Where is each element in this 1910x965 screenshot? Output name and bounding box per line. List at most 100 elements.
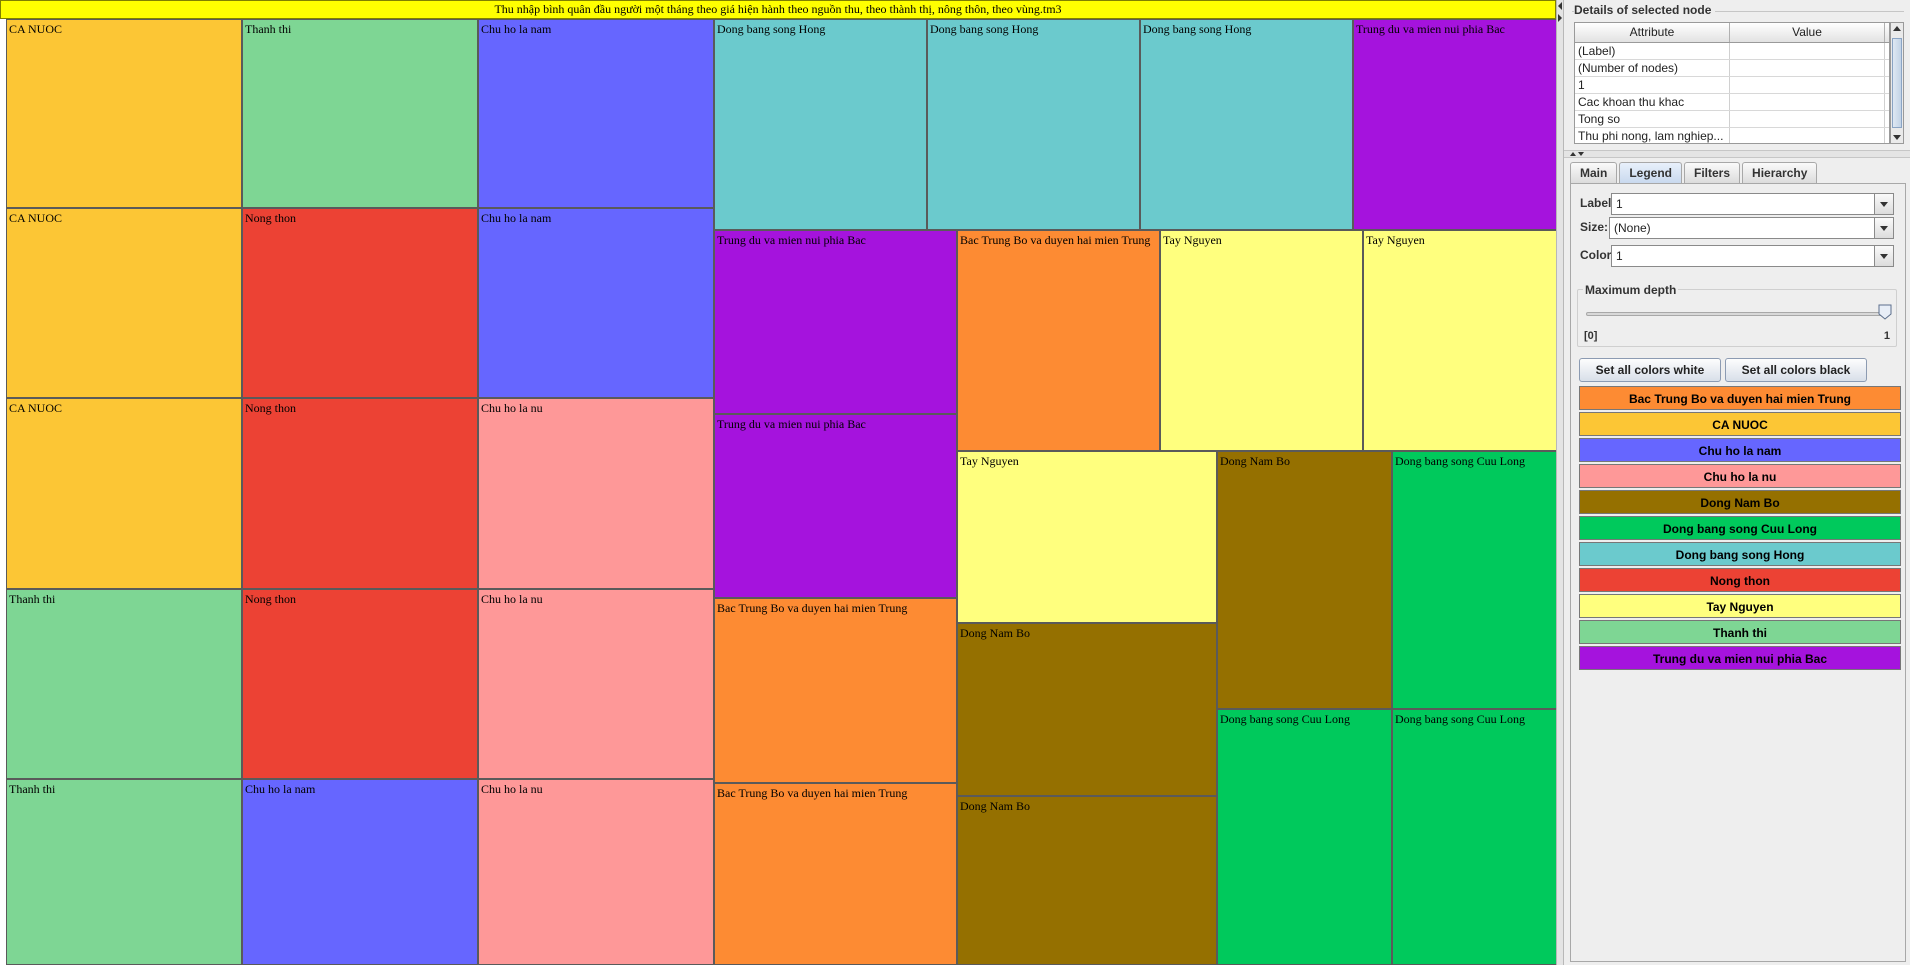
column-header-value[interactable]: Value (1730, 23, 1885, 42)
table-row[interactable]: Thu phi nong, lam nghiep... (1575, 128, 1889, 143)
treemap-cell-label: Tay Nguyen (1163, 233, 1222, 247)
max-depth-slider-track[interactable] (1586, 312, 1886, 316)
attribute-table[interactable]: Attribute Value (Label) (Number of nodes)… (1574, 22, 1890, 144)
treemap-cell[interactable]: Dong Nam Bo (957, 796, 1217, 965)
treemap-cell[interactable]: Dong Nam Bo (957, 623, 1217, 796)
legend-item[interactable]: Chu ho la nu (1579, 464, 1901, 488)
treemap-cell[interactable]: Trung du va mien nui phia Bac (1353, 19, 1570, 230)
treemap-cell[interactable]: Bac Trung Bo va duyen hai mien Trung (714, 598, 957, 783)
treemap-cell[interactable]: Chu ho la nam (478, 208, 714, 398)
tab-legend[interactable]: Legend (1619, 162, 1683, 183)
treemap-cell[interactable]: Chu ho la nu (478, 779, 714, 965)
treemap-cell[interactable]: Thanh thi (242, 19, 478, 208)
collapse-down-icon[interactable] (1578, 152, 1584, 156)
legend-item[interactable]: CA NUOC (1579, 412, 1901, 436)
treemap-cell[interactable]: Dong bang song Cuu Long (1392, 709, 1570, 965)
tab-bar: Main Legend Filters Hierarchy (1570, 162, 1819, 184)
color-legend-list: Bac Trung Bo va duyen hai mien Trung CA N… (1579, 386, 1901, 672)
legend-item[interactable]: Bac Trung Bo va duyen hai mien Trung (1579, 386, 1901, 410)
size-select[interactable]: (None) (1609, 217, 1894, 239)
right-panel: Details of selected node Attribute Value… (1564, 0, 1910, 965)
treemap-cell[interactable]: Dong bang song Cuu Long (1217, 709, 1392, 965)
chevron-down-icon[interactable] (1874, 246, 1893, 266)
tab-main[interactable]: Main (1570, 162, 1618, 183)
set-all-white-button[interactable]: Set all colors white (1579, 358, 1721, 382)
treemap-cell[interactable]: CA NUOC (6, 398, 242, 589)
treemap-cell-label: Chu ho la nu (481, 401, 543, 415)
table-header: Attribute Value (1575, 23, 1889, 43)
treemap-cell[interactable]: Nong thon (242, 589, 478, 779)
treemap-cell[interactable]: Dong Nam Bo (1217, 451, 1392, 709)
legend-item[interactable]: Nong thon (1579, 568, 1901, 592)
treemap-cell-label: Bac Trung Bo va duyen hai mien Trung (717, 601, 908, 615)
treemap-cell[interactable]: Chu ho la nam (242, 779, 478, 965)
legend-item[interactable]: Trung du va mien nui phia Bac (1579, 646, 1901, 670)
treemap-cell[interactable]: Thanh thi (6, 779, 242, 965)
column-header-attribute[interactable]: Attribute (1575, 23, 1730, 42)
table-row[interactable]: Cac khoan thu khac (1575, 94, 1889, 111)
legend-item[interactable]: Thanh thi (1579, 620, 1901, 644)
max-depth-slider-thumb[interactable] (1878, 304, 1892, 320)
treemap-cell[interactable]: Chu ho la nu (478, 398, 714, 589)
label-select[interactable]: 1 (1611, 193, 1894, 215)
label-field-caption: Label: (1580, 196, 1616, 210)
treemap-cell-label: Nong thon (245, 401, 296, 415)
table-row[interactable]: (Label) (1575, 43, 1889, 60)
treemap-cell[interactable]: CA NUOC (6, 19, 242, 208)
treemap-cell[interactable]: Chu ho la nam (478, 19, 714, 208)
treemap-cell[interactable]: Dong bang song Hong (1140, 19, 1353, 230)
treemap-cell[interactable]: Dong bang song Hong (714, 19, 927, 230)
table-row[interactable]: 1 (1575, 77, 1889, 94)
scroll-up-icon[interactable] (1893, 26, 1901, 31)
legend-item[interactable]: Tay Nguyen (1579, 594, 1901, 618)
treemap-area[interactable]: CA NUOC Thanh thi Chu ho la nam Dong bang s… (0, 19, 1570, 965)
color-select[interactable]: 1 (1611, 245, 1894, 267)
split-pane-divider[interactable] (1556, 0, 1564, 965)
treemap-cell[interactable]: Nong thon (242, 398, 478, 589)
legend-item[interactable]: Dong bang song Cuu Long (1579, 516, 1901, 540)
legend-item[interactable]: Chu ho la nam (1579, 438, 1901, 462)
tab-hierarchy[interactable]: Hierarchy (1742, 162, 1818, 183)
collapse-left-icon[interactable] (1558, 2, 1562, 10)
chevron-down-icon[interactable] (1874, 218, 1893, 238)
table-row[interactable]: Tong so (1575, 111, 1889, 128)
treemap-cell[interactable]: Trung du va mien nui phia Bac (714, 414, 957, 598)
legend-item[interactable]: Dong Nam Bo (1579, 490, 1901, 514)
legend-item[interactable]: Dong bang song Hong (1579, 542, 1901, 566)
collapse-up-icon[interactable] (1570, 152, 1576, 156)
treemap-cell[interactable]: Tay Nguyen (1363, 230, 1570, 451)
treemap-cell[interactable]: Trung du va mien nui phia Bac (714, 230, 957, 414)
tab-filters[interactable]: Filters (1684, 162, 1741, 183)
scrollbar-thumb[interactable] (1892, 38, 1902, 128)
treemap-title: Thu nhập bình quân đầu người một tháng t… (0, 0, 1556, 19)
treemap-cell[interactable]: Tay Nguyen (1160, 230, 1363, 451)
treemap-cell[interactable]: Bac Trung Bo va duyen hai mien Trung (957, 230, 1160, 451)
treemap-cell[interactable]: Thanh thi (6, 589, 242, 779)
treemap-view[interactable]: Thu nhập bình quân đầu người một tháng t… (0, 0, 1570, 965)
treemap-cell-label: Chu ho la nam (245, 782, 316, 796)
treemap-cell[interactable]: Chu ho la nu (478, 589, 714, 779)
size-field-caption: Size: (1580, 220, 1609, 234)
treemap-cell-label: CA NUOC (9, 22, 63, 36)
treemap-cell-label: Dong bang song Hong (1143, 22, 1252, 36)
attribute-cell: (Label) (1575, 43, 1730, 59)
max-depth-group: Maximum depth [0] 1 (1577, 283, 1897, 347)
table-row[interactable]: (Number of nodes) (1575, 60, 1889, 77)
treemap-cell-label: Tay Nguyen (1366, 233, 1425, 247)
treemap-cell-label: CA NUOC (9, 211, 63, 225)
treemap-cell-label: Dong Nam Bo (960, 626, 1030, 640)
treemap-cell[interactable]: Dong bang song Hong (927, 19, 1140, 230)
size-select-value: (None) (1614, 221, 1651, 235)
table-scrollbar[interactable] (1890, 22, 1904, 144)
treemap-cell[interactable]: Bac Trung Bo va duyen hai mien Trung (714, 783, 957, 965)
scroll-down-icon[interactable] (1893, 135, 1901, 140)
collapse-right-icon[interactable] (1558, 14, 1562, 22)
treemap-cell[interactable]: CA NUOC (6, 208, 242, 398)
treemap-cell-label: Bac Trung Bo va duyen hai mien Trung (717, 786, 908, 800)
treemap-cell[interactable]: Tay Nguyen (957, 451, 1217, 623)
treemap-cell[interactable]: Dong bang song Cuu Long (1392, 451, 1570, 709)
vertical-split-divider[interactable] (1564, 150, 1910, 158)
chevron-down-icon[interactable] (1874, 194, 1893, 214)
set-all-black-button[interactable]: Set all colors black (1725, 358, 1867, 382)
treemap-cell[interactable]: Nong thon (242, 208, 478, 398)
